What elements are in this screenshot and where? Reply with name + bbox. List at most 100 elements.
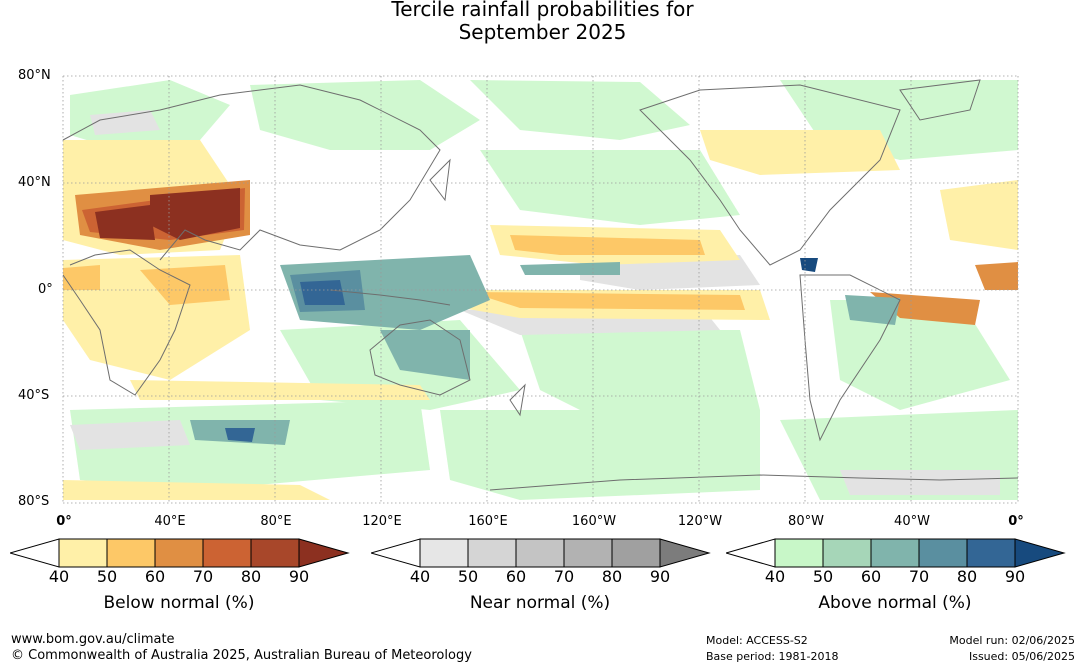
colorbar-swatch	[611, 538, 661, 568]
below-normal-region	[510, 235, 705, 255]
legend-tick: 60	[860, 567, 882, 586]
above-normal-region	[520, 330, 760, 420]
south-america-coastline	[799, 274, 901, 442]
below-normal-region	[63, 480, 330, 500]
colorbar-lower-extension	[726, 538, 776, 568]
legend-tick: 90	[1004, 567, 1026, 586]
lon-label-160e: 160°E	[468, 514, 508, 529]
lon-label-40e: 40°E	[154, 514, 186, 529]
near-normal-region	[70, 420, 190, 450]
legend-tick: 80	[956, 567, 978, 586]
lon-label-120e: 120°E	[362, 514, 402, 529]
colorbar-swatch	[419, 538, 469, 568]
above-normal-region	[300, 280, 345, 305]
eurasia-coastline	[62, 84, 441, 261]
colorbar-swatch	[467, 538, 517, 568]
colorbar-upper-extension	[659, 538, 711, 568]
lat-label-80s: 80°S	[18, 494, 50, 509]
greenland-coastline	[899, 79, 981, 121]
legend-tick: 80	[601, 567, 623, 586]
colorbar-lower-extension	[10, 538, 60, 568]
legend-tick: 40	[409, 567, 431, 586]
above-normal-region	[800, 258, 818, 272]
australia-coastline	[369, 319, 471, 396]
legend-tick: 50	[812, 567, 834, 586]
legend-tick: 70	[553, 567, 575, 586]
lon-label-160w: 160°W	[571, 514, 617, 529]
colorbar-swatch	[918, 538, 968, 568]
below-normal-region	[940, 180, 1018, 250]
chart-title-line2: September 2025	[458, 20, 627, 44]
below-normal-region	[700, 130, 900, 175]
colorbar-upper-extension	[298, 538, 350, 568]
above-normal-region	[845, 295, 900, 325]
japan-coastline	[429, 158, 451, 202]
above-normal-region	[480, 150, 740, 225]
above-normal-strong-patches	[190, 255, 900, 445]
below-normal-colorbar	[10, 538, 350, 568]
near-normal-region	[90, 110, 160, 135]
legend-title-near-normal: Near normal (%)	[469, 593, 611, 613]
colorbar-swatch	[822, 538, 872, 568]
above-normal-region	[380, 330, 470, 380]
bom-climate-link[interactable]: www.bom.gov.au/climate	[11, 632, 175, 647]
copyright-text: © Commonwealth of Australia 2025, Austra…	[11, 648, 472, 663]
chart-title-line1: Tercile rainfall probabilities for	[391, 0, 694, 21]
lon-label-0-east: 0°	[1008, 514, 1024, 529]
base-period: Base period: 1981-2018	[706, 650, 839, 663]
colorbar-swatch	[563, 538, 613, 568]
below-normal-region	[150, 188, 240, 240]
colorbar-swatch	[202, 538, 252, 568]
colorbar-swatch	[966, 538, 1016, 568]
legend-tick: 50	[457, 567, 479, 586]
legend-tick: 80	[240, 567, 262, 586]
lon-label-40w: 40°W	[894, 514, 930, 529]
forecast-map	[62, 75, 1019, 504]
antarctica-coastline	[489, 474, 1019, 491]
below-normal-region	[95, 205, 155, 240]
issued-date: Issued: 05/06/2025	[968, 650, 1075, 663]
model-name: Model: ACCESS-S2	[706, 634, 808, 647]
legend-title-below-normal: Below normal (%)	[103, 593, 255, 613]
below-normal-region	[975, 262, 1018, 290]
legend-tick: 70	[908, 567, 930, 586]
north-america-coastline	[639, 84, 901, 266]
lon-label-0: 0°	[56, 514, 72, 529]
near-normal-colorbar	[371, 538, 711, 568]
legend-tick: 50	[96, 567, 118, 586]
below-normal-region	[470, 292, 745, 310]
above-normal-region	[520, 262, 620, 275]
lon-label-80w: 80°W	[788, 514, 824, 529]
below-normal-patches	[63, 130, 1018, 500]
lat-label-40n: 40°N	[18, 175, 51, 190]
above-normal-region	[225, 428, 255, 442]
below-normal-region	[63, 265, 100, 290]
lat-label-equator: 0°	[38, 282, 53, 297]
legend-tick: 90	[288, 567, 310, 586]
above-normal-region	[440, 410, 760, 500]
below-normal-region	[130, 380, 430, 400]
lat-label-40s: 40°S	[18, 388, 50, 403]
map-gridlines	[62, 75, 1019, 504]
colorbar-swatch	[870, 538, 920, 568]
colorbar-swatch	[250, 538, 300, 568]
lon-label-120w: 120°W	[677, 514, 723, 529]
legend-tick: 60	[505, 567, 527, 586]
legend-tick: 60	[144, 567, 166, 586]
colorbar-swatch	[774, 538, 824, 568]
legend-tick: 70	[192, 567, 214, 586]
indonesia-coastline	[329, 289, 451, 306]
colorbar-swatch	[58, 538, 108, 568]
lat-label-80n: 80°N	[18, 68, 51, 83]
africa-coastline	[62, 249, 191, 396]
legend-tick: 40	[48, 567, 70, 586]
new-zealand-coastline	[509, 383, 526, 417]
above-normal-colorbar	[726, 538, 1066, 568]
legend-tick: 40	[764, 567, 786, 586]
near-normal-region	[840, 470, 1000, 495]
above-normal-region	[470, 80, 690, 140]
colorbar-lower-extension	[371, 538, 421, 568]
below-normal-region	[140, 265, 230, 305]
model-run-date: Model run: 02/06/2025	[949, 634, 1075, 647]
above-normal-region	[830, 300, 1010, 410]
